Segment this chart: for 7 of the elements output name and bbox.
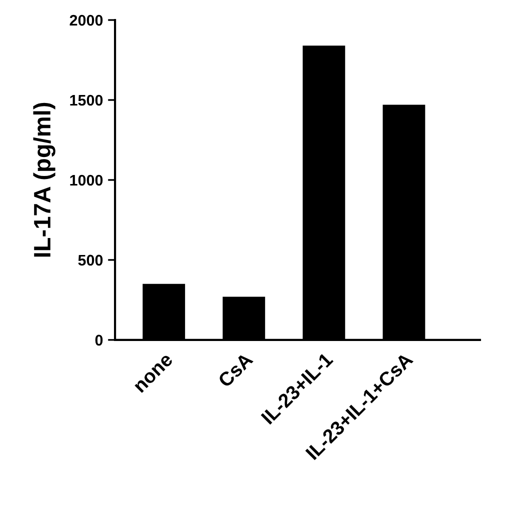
y-axis-title: IL-17A (pg/ml) [33,102,56,257]
y-tick-label: 0 [95,334,103,346]
y-tick-label: 2000 [70,14,103,26]
x-tick-label: CsA [217,352,254,388]
y-tick-label: 1000 [70,174,103,186]
y-tick-label: 500 [78,254,103,266]
y-tick-label: 1500 [70,94,103,106]
